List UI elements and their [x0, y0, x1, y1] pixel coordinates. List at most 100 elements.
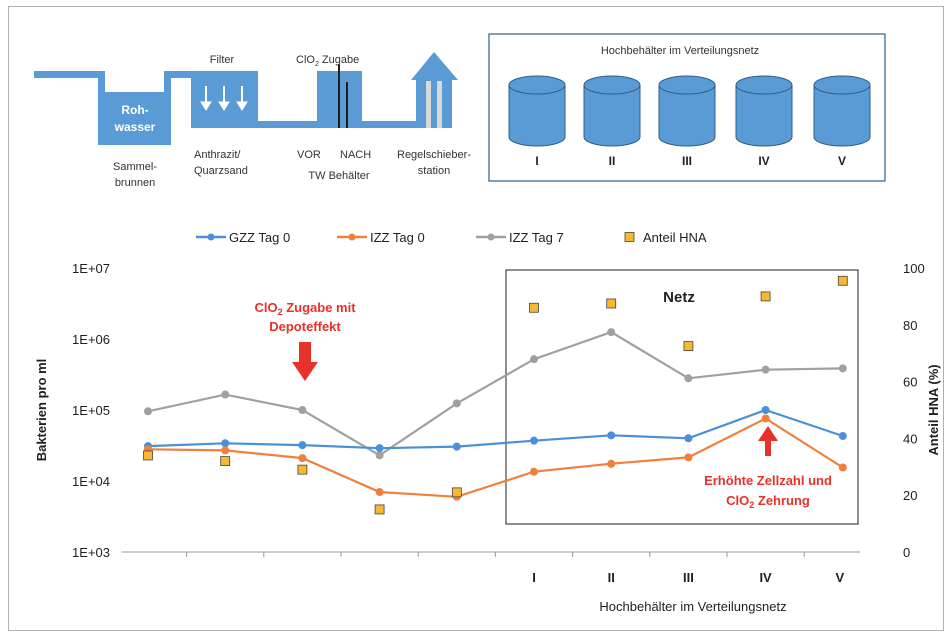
erhoehte-annotation-2: ClO2 Zehrung	[726, 493, 810, 510]
legend-item: GZZ Tag 0	[196, 230, 290, 245]
legend-item: IZZ Tag 0	[337, 230, 425, 245]
legend-marker	[348, 233, 356, 241]
x-tick-label: V	[835, 570, 844, 585]
hna-point	[606, 298, 617, 309]
data-point	[530, 467, 538, 476]
rohwasser-label-2: wasser	[114, 120, 156, 134]
clo2-zugabe-label: ClO2 Zugabe	[296, 54, 359, 68]
y-axis-title: Bakterien pro ml	[34, 359, 49, 462]
x-tick-label: IV	[759, 570, 772, 585]
data-point	[375, 451, 384, 460]
data-point	[607, 431, 616, 440]
clo2-depot-annotation-2: Depoteffekt	[269, 319, 341, 334]
anthrazit-label-1: Anthrazit/	[194, 149, 241, 161]
data-point	[221, 446, 230, 455]
data-point	[761, 365, 770, 374]
x-axis-title: Hochbehälter im Verteilungsnetz	[599, 599, 786, 614]
inlet-pipe	[34, 71, 102, 78]
data-point	[838, 364, 847, 373]
pipe-segment	[258, 121, 318, 128]
y2-tick-label: 100	[903, 261, 925, 276]
series-izz-tag-7	[144, 328, 847, 460]
data-point	[838, 463, 847, 472]
data-point	[375, 487, 384, 496]
series-line	[147, 330, 843, 457]
hna-point	[760, 291, 771, 302]
down-arrow	[292, 342, 318, 381]
data-point	[684, 374, 693, 383]
hna-point	[374, 504, 385, 515]
nach-label: NACH	[340, 149, 371, 161]
filter-label: Filter	[210, 54, 235, 66]
hna-point	[220, 456, 231, 467]
x-tick-label: III	[683, 570, 694, 585]
data-point	[530, 436, 538, 445]
legend-label: IZZ Tag 7	[509, 230, 564, 245]
tank-iv: IV	[735, 75, 793, 168]
data-point	[144, 407, 152, 416]
station-arrow	[411, 52, 458, 80]
data-point	[221, 390, 230, 399]
data-point	[452, 442, 461, 451]
legend-label: GZZ Tag 0	[229, 230, 290, 245]
legend-item: Anteil HNA	[624, 230, 707, 245]
y-tick-label: 1E+03	[72, 545, 110, 560]
data-point	[684, 453, 693, 462]
tw-behaelter-label: TW Behälter	[308, 170, 369, 182]
tank-label: V	[838, 154, 846, 168]
data-point	[607, 459, 616, 468]
data-point	[761, 414, 770, 423]
sammelbrunnen-label-1: Sammel-	[113, 161, 157, 173]
legend-label: Anteil HNA	[643, 230, 707, 245]
regelschieber-label-1: Regelschieber-	[397, 149, 471, 161]
series-gzz-tag-0	[144, 406, 847, 453]
x-tick-label: II	[608, 570, 615, 585]
legend-marker	[624, 232, 635, 242]
hna-point	[837, 275, 848, 286]
tank-v: V	[813, 75, 871, 168]
y-tick-label: 1E+06	[72, 332, 110, 347]
data-point	[530, 355, 538, 364]
data-point	[298, 441, 307, 450]
y-tick-label: 1E+05	[72, 403, 110, 418]
data-point	[761, 406, 770, 414]
tank-i: I	[508, 75, 566, 168]
chart-area: Netz 1E+03 1E+04 1E+05 1E+06 1E+07 0 20 40 60 80…	[34, 261, 941, 614]
y2-tick-label: 80	[903, 318, 917, 333]
y-tick-label: 1E+07	[72, 261, 110, 276]
netz-box	[505, 269, 859, 525]
hna-point	[143, 450, 153, 461]
data-point	[838, 432, 847, 441]
legend-marker	[487, 233, 495, 241]
data-point	[684, 434, 693, 443]
regelschieber-label-2: station	[418, 165, 450, 177]
regelschieber-station	[416, 76, 452, 128]
hna-point	[451, 487, 462, 498]
filter-arrows	[200, 86, 248, 111]
data-point	[298, 454, 307, 463]
vor-label: VOR	[297, 149, 321, 161]
y2-tick-label: 20	[903, 488, 917, 503]
data-point	[298, 406, 307, 414]
legend: GZZ Tag 0 IZZ Tag 0 IZZ Tag 7 Anteil HNA	[196, 230, 707, 245]
y2-tick-label: 60	[903, 375, 917, 390]
tank-label: II	[609, 154, 616, 168]
anthrazit-label-2: Quarzsand	[194, 165, 248, 177]
y2-axis-title: Anteil HNA (%)	[926, 364, 941, 455]
network-box-title: Hochbehälter im Verteilungsnetz	[601, 45, 759, 57]
network-box: Hochbehälter im Verteilungsnetz I II III IV…	[488, 33, 886, 182]
legend-label: IZZ Tag 0	[370, 230, 425, 245]
up-arrow	[758, 426, 778, 456]
tank-ii: II	[583, 75, 641, 168]
tank-label: I	[535, 154, 538, 168]
tank-label: III	[682, 154, 692, 168]
series-line	[147, 417, 844, 498]
data-point	[221, 439, 230, 448]
data-point	[607, 328, 616, 337]
data-point	[375, 444, 384, 453]
rohwasser-label-1: Roh-	[121, 103, 148, 117]
x-tick-label: I	[532, 570, 536, 585]
hna-point	[683, 341, 694, 352]
pipe-segment	[362, 121, 417, 128]
